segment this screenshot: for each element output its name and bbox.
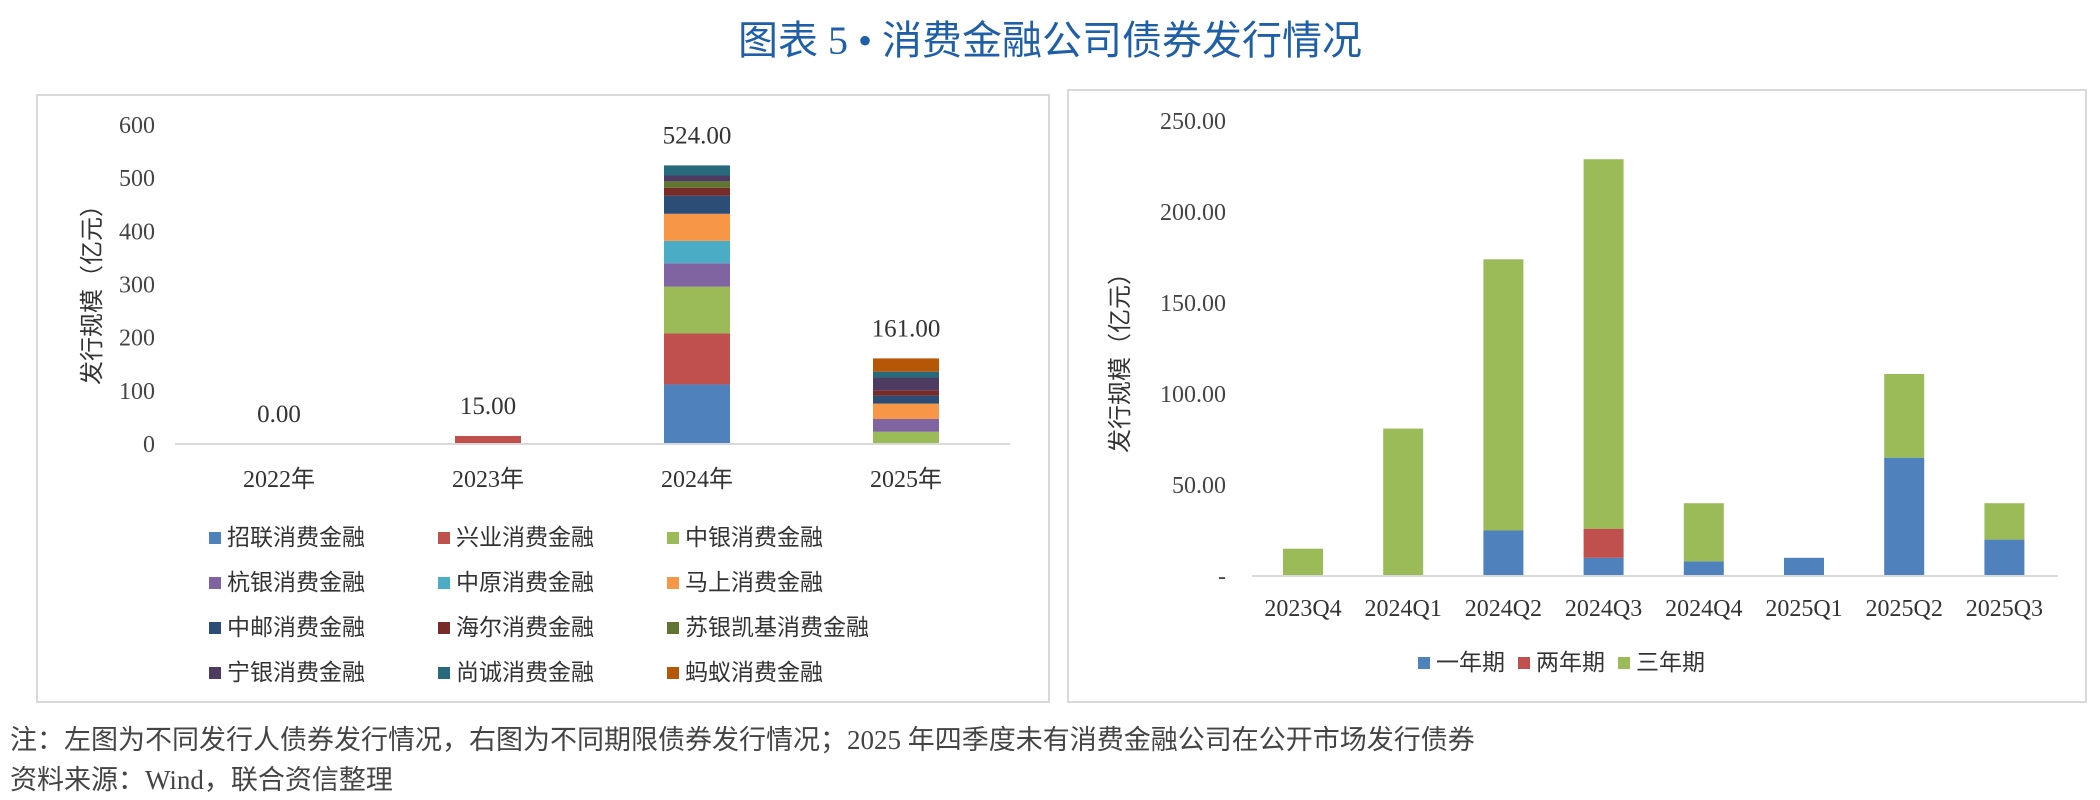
bar-segment	[1583, 528, 1624, 558]
total-data-label: 161.00	[872, 315, 941, 342]
legend-swatch	[667, 667, 679, 679]
legend-label: 中银消费金融	[685, 525, 823, 550]
total-data-label: 524.00	[663, 122, 732, 149]
bar-segment	[664, 195, 730, 214]
y-tick-label: 150.00	[1160, 291, 1226, 317]
bar-segment	[873, 395, 939, 404]
legend-label: 三年期	[1636, 650, 1705, 675]
legend-swatch	[209, 532, 221, 544]
figure-title: 图表 5 • 消费金融公司债券发行情况	[737, 18, 1362, 63]
bar-segment	[664, 175, 730, 182]
bar-segment	[1483, 259, 1524, 531]
bar-segment	[664, 165, 730, 176]
legend-swatch	[1418, 657, 1430, 669]
bar-segment	[1583, 557, 1624, 576]
bar-segment	[1784, 557, 1824, 576]
legend-swatch	[667, 577, 679, 589]
bar-segment	[873, 403, 939, 420]
bar-segment	[455, 436, 521, 444]
legend-label: 宁银消费金融	[227, 660, 365, 685]
x-tick-label: 2025Q2	[1866, 596, 1943, 622]
legend-label: 中邮消费金融	[227, 615, 365, 640]
legend-label: 招联消费金融	[227, 525, 365, 550]
legend-label: 尚诚消费金融	[456, 660, 594, 685]
x-tick-label: 2024Q1	[1365, 596, 1442, 622]
legend-label: 中原消费金融	[456, 570, 594, 595]
bar-segment	[873, 377, 939, 391]
y-tick-label: 300	[119, 273, 155, 299]
y-tick-label: 600	[119, 113, 155, 139]
y-axis-label: 发行规模（亿元）	[79, 193, 106, 385]
bar-segment	[1984, 539, 2025, 576]
y-tick-label: 100	[119, 379, 155, 405]
bar-segment	[873, 358, 939, 372]
x-tick-label: 2023Q4	[1264, 596, 1341, 622]
bar-segment	[1483, 530, 1524, 576]
source-text: 资料来源：Wind，联合资信整理	[10, 765, 393, 795]
legend-swatch	[209, 622, 221, 634]
bar-segment	[664, 286, 730, 334]
bar-segment	[1283, 548, 1323, 576]
legend-label: 一年期	[1436, 650, 1505, 675]
bar-segment	[664, 333, 730, 385]
legend-swatch	[1618, 657, 1630, 669]
bar-segment	[1583, 159, 1624, 529]
bar-segment	[664, 384, 730, 444]
bar-segment	[1884, 457, 1925, 576]
x-tick-label: 2022年	[243, 466, 315, 493]
y-tick-label: -	[1218, 564, 1226, 590]
y-tick-label: 200.00	[1160, 200, 1226, 226]
x-tick-label: 2024Q3	[1565, 596, 1642, 622]
y-tick-label: 500	[119, 166, 155, 192]
y-tick-label: 250.00	[1160, 109, 1226, 135]
legend-label: 杭银消费金融	[227, 570, 365, 595]
bar-segment	[873, 390, 939, 396]
bar-segment	[1683, 561, 1724, 576]
bar-segment	[664, 187, 730, 196]
legend-swatch	[667, 622, 679, 634]
y-tick-label: 50.00	[1172, 473, 1226, 499]
legend-label: 蚂蚁消费金融	[685, 660, 823, 685]
legend-swatch	[438, 577, 450, 589]
y-tick-label: 100.00	[1160, 382, 1226, 408]
x-tick-label: 2023年	[452, 466, 524, 493]
x-tick-label: 2025年	[870, 466, 942, 493]
legend-swatch	[209, 577, 221, 589]
legend-swatch	[667, 532, 679, 544]
bar-segment	[873, 371, 939, 378]
x-tick-label: 2024Q2	[1465, 596, 1542, 622]
bar-segment	[1984, 503, 2025, 540]
bar-segment	[1884, 373, 1925, 458]
legend-swatch	[438, 622, 450, 634]
x-tick-label: 2025Q1	[1765, 596, 1842, 622]
bar-segment	[664, 181, 730, 188]
legend-label: 苏银凯基消费金融	[685, 615, 869, 640]
total-data-label: 0.00	[257, 401, 301, 428]
bar-segment	[664, 213, 730, 241]
legend-swatch	[209, 667, 221, 679]
bar-segment	[664, 263, 730, 287]
legend-label: 海尔消费金融	[456, 615, 594, 640]
y-axis-label: 发行规模（亿元）	[1107, 261, 1134, 453]
x-tick-label: 2024年	[661, 466, 733, 493]
total-data-label: 15.00	[460, 393, 516, 420]
legend-label: 马上消费金融	[685, 570, 823, 595]
bar-segment	[664, 240, 730, 264]
legend-swatch	[1518, 657, 1530, 669]
x-tick-label: 2025Q3	[1966, 596, 2043, 622]
legend-swatch	[438, 532, 450, 544]
legend-swatch	[438, 667, 450, 679]
y-tick-label: 0	[143, 432, 155, 458]
bar-segment	[1383, 428, 1424, 576]
bar-segment	[1683, 503, 1724, 562]
y-tick-label: 400	[119, 219, 155, 245]
bar-segment	[873, 419, 939, 432]
legend-label: 两年期	[1536, 650, 1605, 675]
legend-label: 兴业消费金融	[456, 525, 594, 550]
y-tick-label: 200	[119, 326, 155, 352]
bar-segment	[873, 431, 939, 444]
x-tick-label: 2024Q4	[1665, 596, 1742, 622]
note-text: 注：左图为不同发行人债券发行情况，右图为不同期限债券发行情况；2025 年四季度…	[10, 725, 1475, 755]
